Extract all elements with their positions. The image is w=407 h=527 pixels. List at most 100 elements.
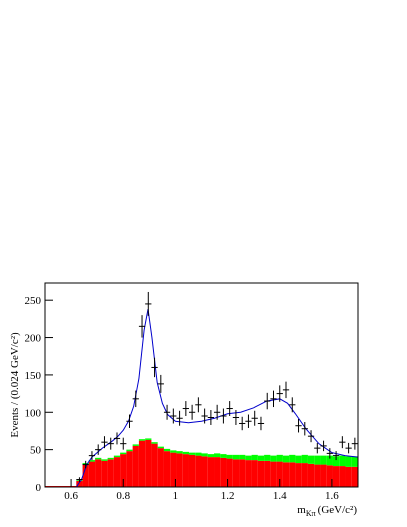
hist-bar — [226, 458, 233, 487]
hist-bar — [182, 451, 189, 455]
data-point — [232, 410, 240, 425]
data-point — [182, 401, 189, 417]
hist-bar — [132, 444, 139, 446]
data-point — [345, 442, 352, 454]
data-point — [145, 291, 152, 316]
data-point — [320, 440, 327, 452]
y-tick-label: 150 — [25, 370, 42, 382]
hist-bar — [157, 446, 164, 449]
data-point — [339, 436, 346, 449]
hist-bar — [345, 456, 352, 467]
hist-bar — [251, 460, 258, 487]
x-label-sub: Kπ — [306, 509, 316, 518]
hist-bar — [307, 455, 315, 464]
data-point — [264, 392, 271, 410]
data-point — [107, 437, 114, 450]
data-point — [295, 419, 302, 433]
hist-bar — [132, 445, 139, 487]
hist-bar — [176, 453, 183, 487]
hist-bar — [195, 452, 202, 456]
hist-bar — [163, 451, 171, 487]
hist-bar — [113, 457, 121, 487]
hist-bar — [307, 463, 315, 487]
hist-bar — [176, 451, 183, 454]
hist-bar — [151, 443, 158, 487]
hist-bar — [257, 455, 265, 461]
hist-bar — [232, 454, 240, 460]
frame — [44, 282, 359, 488]
data-point — [151, 357, 158, 378]
data-point — [270, 390, 277, 408]
hist-bar — [201, 456, 208, 487]
y-tick-label: 200 — [25, 333, 42, 345]
hist-bar — [282, 455, 290, 463]
hist-bar — [88, 460, 96, 462]
hist-bar — [264, 454, 271, 461]
x-tick-label: 1 — [173, 490, 179, 502]
hist-bar — [301, 463, 308, 487]
x-label-unit: (GeV/c²) — [318, 504, 358, 516]
hist-bar — [289, 462, 296, 487]
hist-bar — [101, 459, 108, 461]
hist-bar — [245, 460, 252, 487]
data-point — [120, 437, 127, 450]
hist-bar — [314, 464, 321, 487]
hist-bar — [157, 448, 164, 487]
data-point — [220, 408, 227, 424]
hist-bar — [270, 461, 277, 487]
hist-bar — [282, 462, 290, 487]
hist-bar — [101, 460, 108, 487]
hist-bar — [82, 464, 89, 487]
hist-bar — [339, 455, 346, 467]
hist-bar — [107, 457, 114, 460]
data-point — [113, 432, 121, 445]
y-tick-label: 50 — [30, 445, 42, 457]
hist-bar — [276, 461, 283, 487]
x-tick-label: 1.6 — [325, 490, 339, 502]
data-point — [289, 397, 296, 413]
hist-bar — [351, 456, 358, 467]
plot-area: 0 50 100 150 200 250 0.6 0.8 1 1.2 1.4 1.6 — [25, 282, 359, 502]
data-point — [251, 410, 258, 426]
hist-bar — [188, 454, 196, 487]
hist-bar — [88, 461, 96, 487]
hist-bar — [276, 454, 283, 462]
data-point — [351, 437, 358, 450]
data-point — [126, 414, 133, 428]
x-tick-label: 1.4 — [273, 490, 287, 502]
data-point — [201, 408, 208, 424]
hist-bar — [264, 460, 271, 487]
data-point — [307, 430, 315, 443]
hist-bar — [351, 466, 358, 487]
hist-bar — [345, 466, 352, 487]
hist-bar — [214, 457, 221, 487]
hist-bar — [145, 438, 152, 440]
hist-bar — [226, 454, 233, 459]
hist-bar — [295, 455, 302, 464]
hist-bar — [251, 454, 258, 461]
hist-bar — [195, 455, 202, 487]
hist-bar — [239, 459, 246, 487]
data-point — [95, 444, 102, 455]
hist-bar — [314, 455, 321, 465]
data-point — [82, 460, 89, 469]
x-axis-label: mKπ (GeV/c²) — [297, 504, 357, 518]
hist-bar — [295, 463, 302, 487]
hist-bar — [289, 454, 296, 463]
hist-bar — [188, 452, 196, 455]
data-point — [332, 451, 340, 461]
hist-bar — [163, 448, 171, 452]
hist-bar — [120, 454, 127, 487]
hist-bar — [220, 454, 227, 458]
y-axis-label: Events / (0.024 GeV/c²) — [9, 332, 21, 438]
data-point — [195, 397, 202, 413]
data-point — [176, 410, 183, 426]
data-point — [257, 416, 265, 431]
y-tick-label: 250 — [25, 295, 42, 307]
data-point — [170, 408, 177, 424]
data-point — [282, 381, 290, 399]
data-point — [157, 374, 164, 393]
hist-bar — [107, 459, 114, 487]
